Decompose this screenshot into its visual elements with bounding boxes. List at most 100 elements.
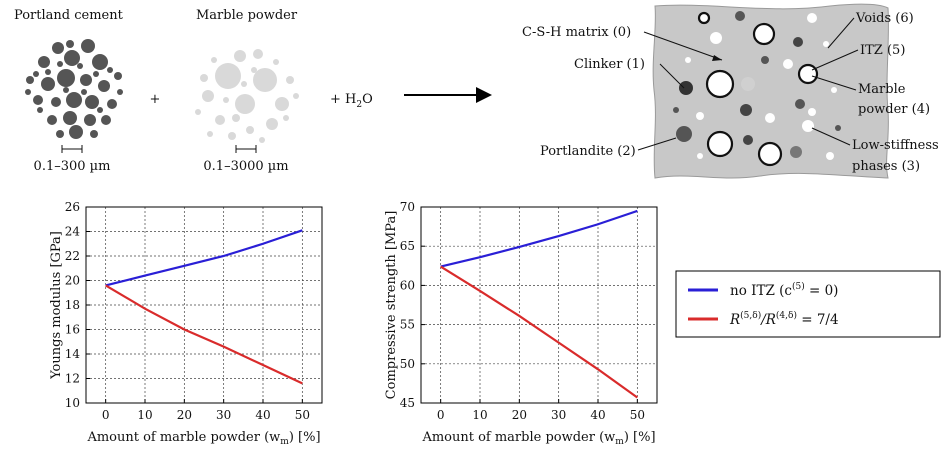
microstructure-particle: [735, 11, 745, 21]
cement-particle: [92, 54, 108, 70]
itz-label: ITZ (5): [860, 43, 905, 58]
cement-particle: [26, 76, 34, 84]
marble-phase-label-1: Marble: [858, 82, 906, 97]
y-tick-label: 14: [65, 347, 81, 361]
csh-pointer: [643, 31, 723, 61]
cement-particle: [80, 74, 92, 86]
marble-particle: [215, 115, 225, 125]
microstructure-particle: [696, 112, 704, 120]
x-tick-label: 30: [551, 408, 566, 422]
microstructure-particle: [765, 113, 775, 123]
y-axis-label: Compressive strength [MPa]: [384, 211, 399, 400]
voids-pointer: [827, 17, 855, 49]
portlandite-label: Portlandite (2): [540, 144, 636, 159]
voids-label: Voids (6): [855, 11, 914, 26]
y-tick-label: 70: [400, 200, 415, 214]
marble-particle: [211, 57, 217, 63]
legend-box: [675, 270, 941, 338]
cement-particles-cluster: [25, 39, 123, 139]
cement-particle: [77, 63, 83, 69]
marble-particle: [275, 97, 289, 111]
cement-particle: [117, 89, 123, 95]
marble-scale-label: 0.1–3000 µm: [203, 159, 288, 174]
series-line-itz-ratio: [440, 265, 638, 399]
microstructure-particle: [807, 13, 817, 23]
series-line-no-itz: [440, 209, 638, 268]
cement-particle: [63, 87, 69, 93]
y-tick-label: 18: [65, 298, 80, 312]
microstructure-particle: [793, 37, 803, 47]
csh-matrix-label: C-S-H matrix (0): [522, 25, 631, 40]
microstructure-particle: [676, 126, 692, 142]
cement-particle: [107, 99, 117, 109]
cement-particle: [33, 95, 43, 105]
cement-particle: [97, 107, 103, 113]
marble-particle: [286, 76, 294, 84]
lowstiff-label-1: Low-stiffness: [852, 138, 939, 153]
microstructure-particles: [673, 11, 841, 167]
cement-particle: [41, 77, 55, 91]
cement-particle: [56, 130, 64, 138]
marble-group: Marble powder 0.1–3000 µm: [195, 8, 299, 174]
microstructure-particle: [706, 130, 734, 158]
marble-particle: [283, 115, 289, 121]
marble-particle: [253, 68, 277, 92]
x-tick-label: 20: [177, 408, 192, 422]
marble-particle: [232, 114, 240, 122]
marble-particle: [273, 59, 279, 65]
marble-particle: [207, 131, 213, 137]
itz-pointer: [811, 49, 859, 71]
microstructure-particle: [831, 87, 837, 93]
cement-particle: [52, 42, 64, 54]
cement-particle: [57, 69, 75, 87]
water-label: + H2O: [330, 92, 373, 110]
marble-particle: [246, 126, 254, 134]
y-tick-label: 20: [65, 274, 80, 288]
y-tick-label: 12: [65, 372, 80, 386]
microstructure-particle: [740, 104, 752, 116]
legend-label-no-itz: no ITZ (c(5) = 0): [730, 281, 838, 299]
cement-particle: [38, 56, 50, 68]
marble-particle: [215, 63, 241, 89]
plot-frame: [420, 206, 658, 404]
microstructure-particle: [826, 152, 834, 160]
marble-phase-label-2: powder (4): [858, 102, 930, 117]
marble-particle: [202, 90, 214, 102]
portland-cement-label: Portland cement: [14, 8, 124, 23]
x-tick-label: 0: [102, 408, 110, 422]
x-tick-label: 40: [590, 408, 605, 422]
cement-particle: [51, 97, 61, 107]
y-tick-label: 16: [65, 323, 80, 337]
x-tick-label: 10: [137, 408, 152, 422]
marble-particle: [251, 67, 257, 73]
microstructure-particle: [752, 22, 776, 46]
marble-particle: [241, 81, 247, 87]
cement-particle: [84, 114, 96, 126]
microstructure-particle: [761, 56, 769, 64]
microstructure: [652, 3, 889, 179]
marble-particle: [235, 94, 255, 114]
cement-particle: [85, 95, 99, 109]
microstructure-particle: [685, 57, 691, 63]
x-axis-label: Amount of marble powder (wm) [%]: [421, 430, 655, 447]
cement-particle: [33, 71, 39, 77]
cement-scale-label: 0.1–300 µm: [34, 159, 111, 174]
microstructure-particle: [783, 59, 793, 69]
marble-particle: [266, 118, 278, 130]
x-tick-label: 30: [216, 408, 231, 422]
lowstiff-label-2: phases (3): [852, 159, 920, 174]
cement-particle: [57, 61, 63, 67]
cement-particle: [81, 89, 87, 95]
cement-particle: [25, 89, 31, 95]
x-tick-label: 0: [437, 408, 445, 422]
y-tick-label: 26: [65, 200, 80, 214]
y-tick-label: 50: [400, 357, 415, 371]
marble-particle: [234, 50, 246, 62]
legend-label-itz-ratio: R(5,δ)/R(4,δ) = 7/4: [729, 310, 839, 328]
cement-particle: [63, 111, 77, 125]
marble-powder-label: Marble powder: [196, 8, 298, 23]
microstructure-particle: [679, 81, 693, 95]
microstructure-particle: [790, 146, 802, 158]
clinker-pointer: [659, 63, 685, 89]
